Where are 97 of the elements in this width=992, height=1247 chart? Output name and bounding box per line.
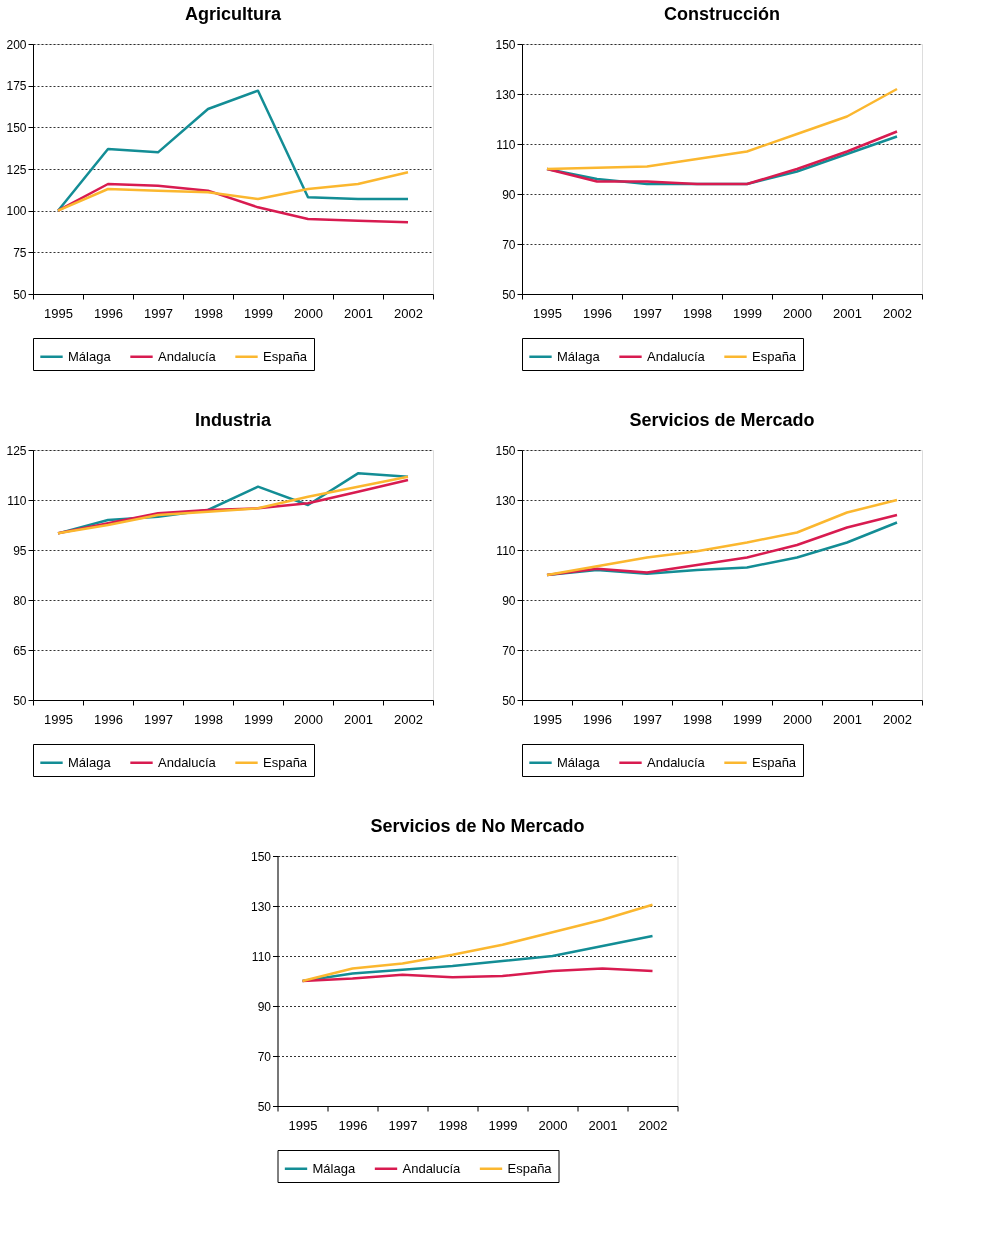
y-tick-label: 90	[502, 187, 516, 202]
y-tick-label: 50	[13, 287, 27, 302]
y-tick-label: 125	[6, 443, 27, 458]
legend-label: Andalucía	[647, 348, 706, 364]
x-tick-label: 1996	[94, 711, 123, 727]
x-tick-label: 2001	[833, 711, 862, 727]
x-tick-label: 2002	[394, 711, 423, 727]
y-tick-label: 75	[13, 245, 27, 260]
x-tick-label: 2002	[883, 305, 912, 321]
x-tick-label: 2001	[588, 1117, 618, 1133]
x-tick-label: 1998	[194, 711, 223, 727]
y-tick-label: 50	[502, 287, 516, 302]
x-tick-label: 1997	[388, 1117, 418, 1133]
legend-label: Málaga	[68, 754, 112, 770]
x-tick-label: 1999	[733, 711, 762, 727]
x-tick-label: 1998	[683, 711, 712, 727]
y-tick-label: 110	[496, 137, 516, 152]
y-tick-label: 150	[250, 849, 272, 864]
x-tick-label: 1997	[633, 305, 662, 321]
line-series	[56, 89, 410, 212]
x-tick-label: 1999	[733, 305, 762, 321]
x-tick-label: 2001	[344, 711, 373, 727]
y-tick-label: 110	[496, 543, 516, 558]
legend-label: Málaga	[557, 754, 601, 770]
x-tick-label: 1999	[488, 1117, 518, 1133]
x-tick-label: 2000	[538, 1117, 568, 1133]
line-series	[545, 87, 899, 171]
y-tick-label: 70	[257, 1049, 272, 1064]
legend-label: Andalucía	[647, 754, 706, 770]
legend-label: Andalucía	[158, 348, 217, 364]
x-tick-label: 2002	[638, 1117, 668, 1133]
legend-label: España	[263, 348, 308, 364]
x-tick-label: 1998	[438, 1117, 468, 1133]
y-tick-label: 90	[502, 593, 516, 608]
x-tick-label: 1996	[94, 305, 123, 321]
y-tick-label: 150	[495, 37, 516, 52]
x-tick-label: 2000	[783, 711, 812, 727]
x-tick-label: 2001	[344, 305, 373, 321]
x-tick-label: 2000	[294, 305, 323, 321]
x-tick-label: 2000	[783, 305, 812, 321]
y-tick-label: 80	[13, 593, 27, 608]
x-tick-label: 1995	[533, 711, 562, 727]
legend-label: Andalucía	[158, 754, 217, 770]
line-series	[545, 498, 899, 577]
line-series	[56, 182, 410, 224]
y-tick-label: 50	[502, 693, 516, 708]
y-tick-label: 130	[495, 493, 516, 508]
legend-label: España	[507, 1160, 553, 1176]
y-tick-label: 70	[502, 237, 516, 252]
y-tick-label: 130	[495, 87, 516, 102]
x-tick-label: 1998	[194, 305, 223, 321]
x-tick-label: 1995	[533, 305, 562, 321]
y-tick-label: 150	[6, 120, 27, 135]
y-tick-label: 70	[502, 643, 516, 658]
x-tick-label: 1998	[683, 305, 712, 321]
x-tick-label: 1996	[338, 1117, 368, 1133]
legend-label: España	[752, 754, 797, 770]
legend-label: España	[752, 348, 797, 364]
legend-label: Málaga	[68, 348, 112, 364]
y-tick-label: 110	[251, 949, 272, 964]
x-tick-label: 1997	[633, 711, 662, 727]
legend-label: España	[263, 754, 308, 770]
y-tick-label: 50	[257, 1099, 272, 1114]
line-series	[301, 903, 654, 983]
y-tick-label: 125	[6, 162, 27, 177]
legend-label: Andalucía	[402, 1160, 462, 1176]
y-tick-label: 110	[7, 493, 27, 508]
y-tick-label: 95	[13, 543, 27, 558]
chart-title: Servicios de Mercado	[629, 410, 815, 430]
y-tick-label: 150	[495, 443, 516, 458]
x-tick-label: 1999	[244, 711, 273, 727]
y-tick-label: 200	[6, 37, 27, 52]
x-tick-label: 1996	[583, 305, 612, 321]
x-tick-label: 1995	[44, 711, 73, 727]
y-tick-label: 90	[257, 999, 272, 1014]
y-tick-label: 100	[6, 204, 27, 219]
legend-label: Málaga	[312, 1160, 356, 1176]
y-tick-label: 130	[250, 899, 272, 914]
y-tick-label: 50	[13, 693, 27, 708]
chart-title: Servicios de No Mercado	[370, 816, 585, 836]
y-tick-label: 175	[6, 79, 27, 94]
x-tick-label: 2001	[833, 305, 862, 321]
x-tick-label: 1995	[44, 305, 73, 321]
x-tick-label: 1997	[144, 305, 173, 321]
x-tick-label: 1995	[288, 1117, 318, 1133]
x-tick-label: 2002	[883, 711, 912, 727]
x-tick-label: 2002	[394, 305, 423, 321]
chart-title: Industria	[194, 410, 272, 430]
x-tick-label: 1997	[144, 711, 173, 727]
x-tick-label: 1999	[244, 305, 273, 321]
chart-title: Construcción	[663, 4, 781, 24]
x-tick-label: 2000	[294, 711, 323, 727]
y-tick-label: 65	[13, 643, 27, 658]
x-tick-label: 1996	[583, 711, 612, 727]
legend-label: Málaga	[557, 348, 601, 364]
line-series	[56, 171, 410, 212]
chart-title: Agricultura	[184, 4, 282, 24]
